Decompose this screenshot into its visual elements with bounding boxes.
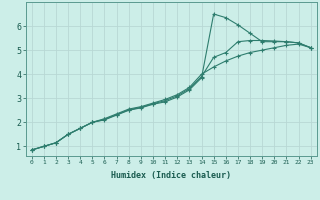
X-axis label: Humidex (Indice chaleur): Humidex (Indice chaleur) (111, 171, 231, 180)
